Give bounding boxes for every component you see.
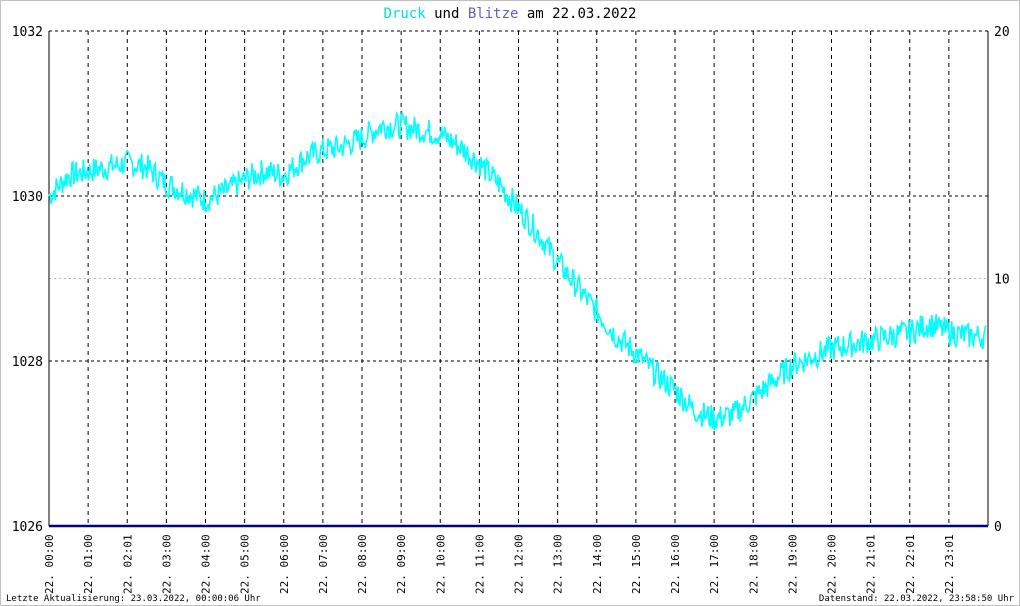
x-tick-label: 22. 13:00	[552, 534, 565, 594]
x-tick-label: 22. 09:00	[395, 534, 408, 594]
title-druck: Druck	[384, 6, 427, 22]
x-tick-label: 22. 00:00	[43, 534, 56, 594]
series-layer	[48, 109, 988, 528]
x-tick-label: 22. 02:01	[121, 534, 134, 594]
x-tick-label: 22. 12:00	[513, 534, 526, 594]
x-tick-label: 22. 05:00	[239, 534, 252, 594]
y-right-tick-label: 20	[994, 25, 1010, 40]
title-blitze: Blitze	[468, 6, 519, 22]
x-tick-label: 22. 21:01	[865, 534, 878, 594]
x-tick-label: 22. 16:00	[669, 534, 682, 594]
y-left-tick-label: 1026	[12, 520, 43, 535]
x-tick-label: 22. 23:01	[943, 534, 956, 594]
x-axis-labels: 22. 00:00 22. 01:00 22. 02:01 22. 03:00 22. …	[43, 534, 956, 594]
series-druck-line	[48, 109, 987, 431]
x-tick-label: 22. 14:00	[591, 534, 604, 594]
x-tick-label: 22. 18:00	[747, 534, 760, 594]
chart-title: Druck und Blitze am 22.03.2022	[384, 6, 637, 22]
x-tick-label: 22. 01:00	[82, 534, 95, 594]
y-axis-right: 0 10 20	[994, 25, 1010, 535]
x-tick-label: 22. 15:00	[630, 534, 643, 594]
x-tick-label: 22. 08:00	[356, 534, 369, 594]
x-tick-label: 22. 04:00	[200, 534, 213, 594]
footer-last-update: Letzte Aktualisierung: 23.03.2022, 00:00…	[6, 594, 261, 604]
y-right-tick-label: 10	[994, 273, 1010, 288]
x-tick-label: 22. 19:00	[786, 534, 799, 594]
title-und: und	[426, 6, 468, 22]
x-tick-label: 22. 03:00	[160, 534, 173, 594]
y-left-tick-label: 1030	[12, 190, 43, 205]
footer-data-status: Datenstand: 22.03.2022, 23:58:50 Uhr	[819, 594, 1015, 604]
x-tick-label: 22. 07:00	[317, 534, 330, 594]
grid-layer	[48, 30, 989, 526]
y-left-tick-label: 1032	[12, 25, 43, 40]
x-tick-label: 22. 20:00	[826, 534, 839, 594]
title-date: am 22.03.2022	[518, 6, 636, 22]
x-tick-label: 22. 06:00	[278, 534, 291, 594]
x-tick-label: 22. 22:01	[904, 534, 917, 594]
y-right-tick-label: 0	[994, 520, 1002, 535]
y-axis-left: 1026 1028 1030 1032	[12, 25, 43, 535]
x-tick-label: 22. 10:00	[434, 534, 447, 594]
y-left-tick-label: 1028	[12, 355, 43, 370]
x-tick-label: 22. 17:00	[708, 534, 721, 594]
x-tick-label: 22. 11:00	[473, 534, 486, 594]
